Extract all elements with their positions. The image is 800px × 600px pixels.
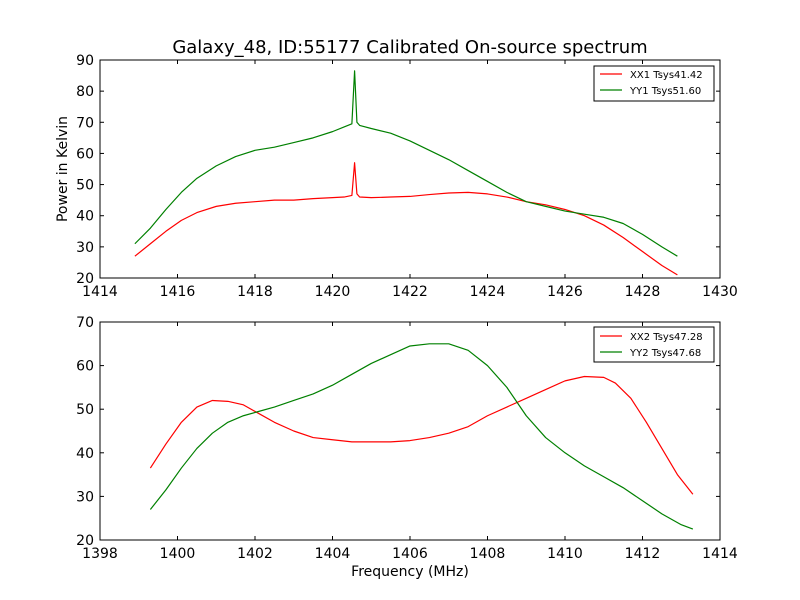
x-tick-label: 1420 [315,284,351,300]
legend-box [593,65,715,102]
x-tick-label: 1402 [237,546,273,562]
y-axis-label: Power in Kelvin [55,116,71,222]
top-legend: XX1 Tsys41.42 YY1 Tsys51.60 [593,65,715,102]
x-tick-label: 1422 [392,284,428,300]
top-panel: Galaxy_48, ID:55177 Calibrated On-source… [55,37,738,300]
y-tick-label: 60 [76,359,94,375]
chart-title: Galaxy_48, ID:55177 Calibrated On-source… [172,37,647,58]
legend-label-xx2: XX2 Tsys47.28 [630,332,703,343]
x-tick-label: 1430 [702,284,738,300]
y-tick-label: 40 [76,446,94,462]
series-line-yy2 [149,343,694,530]
x-axis-label: Frequency (MHz) [351,564,469,580]
x-tick-label: 1414 [82,284,118,300]
legend-label-yy2: YY2 Tsys47.68 [629,348,701,359]
bottom-panel: Frequency (MHz) 1398 1400 1402 1404 1406 1408… [76,315,738,580]
legend-label-xx1: XX1 Tsys41.42 [630,70,703,81]
top-plot-area: 1414 1416 1418 1420 1422 1424 1426 1428 1430 20 30… [76,53,738,300]
x-tick-label: 1412 [625,546,661,562]
y-tick-label: 50 [76,402,94,418]
y-tick-label: 70 [76,115,94,131]
y-tick-label: 50 [76,178,94,194]
bottom-plot-area: 1398 1400 1402 1404 1406 1408 1410 1412 1414 20 30… [76,315,738,562]
y-tick-label: 30 [76,489,94,505]
y-tick-label: 20 [76,533,94,549]
x-tick-label: 1424 [470,284,506,300]
x-tick-label: 1414 [702,546,738,562]
legend-box [593,326,715,363]
x-tick-label: 1404 [315,546,351,562]
x-tick-label: 1418 [237,284,273,300]
y-tick-label: 90 [76,53,94,69]
x-tick-label: 1410 [547,546,583,562]
y-tick-label: 40 [76,209,94,225]
bottom-legend: XX2 Tsys47.28 YY2 Tsys47.68 [593,326,715,363]
y-tick-label: 30 [76,240,94,256]
x-tick-label: 1426 [547,284,583,300]
x-tick-label: 1398 [82,546,118,562]
x-tick-label: 1400 [160,546,196,562]
series-line-xx2 [149,375,694,495]
y-tick-label: 20 [76,271,94,287]
x-tick-label: 1406 [392,546,428,562]
x-tick-label: 1416 [160,284,196,300]
x-tick-label: 1428 [625,284,661,300]
y-tick-label: 70 [76,315,94,331]
y-tick-label: 80 [76,84,94,100]
series-line-yy1 [134,70,678,257]
legend-label-yy1: YY1 Tsys51.60 [629,86,701,97]
x-tick-label: 1408 [470,546,506,562]
y-tick-label: 60 [76,146,94,162]
